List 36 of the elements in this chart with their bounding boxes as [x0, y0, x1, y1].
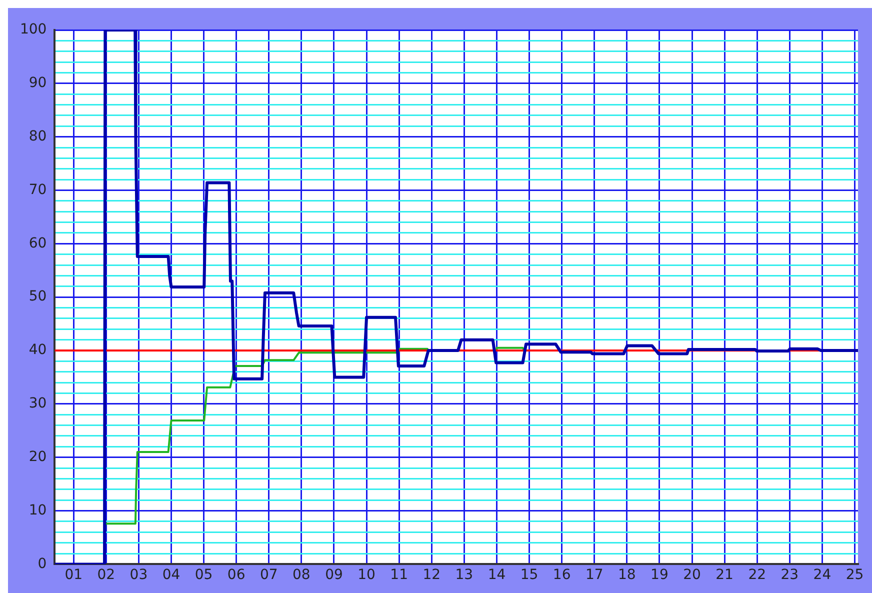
x-tick-label: 20	[683, 567, 701, 584]
y-tick-label: 20	[28, 449, 47, 465]
x-tick-label: 19	[650, 567, 668, 584]
x-tick-label: 02	[97, 567, 116, 584]
x-tick-label: 05	[194, 567, 213, 584]
x-tick-label: 14	[488, 567, 506, 584]
y-tick-label: 60	[28, 235, 47, 252]
x-tick-label: 16	[552, 567, 571, 584]
x-tick-label: 13	[455, 567, 474, 584]
x-tick-label: 21	[716, 567, 734, 584]
x-tick-label: 03	[130, 567, 148, 584]
x-tick-label: 07	[260, 567, 278, 584]
x-tick-label: 18	[618, 567, 636, 584]
y-tick-label: 70	[28, 182, 47, 198]
y-tick-label: 90	[28, 75, 47, 92]
x-tick-label: 10	[358, 567, 376, 584]
x-tick-label: 01	[64, 567, 83, 584]
x-tick-label: 09	[325, 567, 343, 584]
y-tick-label: 30	[28, 396, 47, 412]
y-tick-label: 10	[28, 502, 47, 518]
x-tick-label: 12	[422, 567, 441, 584]
x-tick-label: 11	[390, 567, 408, 584]
x-tick-label: 06	[227, 567, 246, 584]
y-tick-label: 0	[38, 556, 47, 572]
x-tick-label: 25	[846, 567, 864, 584]
y-tick-label: 80	[28, 128, 47, 144]
x-tick-label: 15	[520, 567, 538, 584]
x-tick-label: 24	[813, 567, 832, 584]
x-tick-label: 22	[748, 567, 766, 584]
x-tick-label: 17	[585, 567, 604, 584]
y-tick-label: 100	[20, 22, 47, 38]
x-tick-label: 23	[780, 567, 799, 584]
y-tick-label: 50	[28, 288, 47, 305]
y-tick-label: 40	[28, 342, 47, 358]
x-tick-label: 08	[292, 567, 310, 584]
x-tick-label: 04	[162, 567, 180, 584]
